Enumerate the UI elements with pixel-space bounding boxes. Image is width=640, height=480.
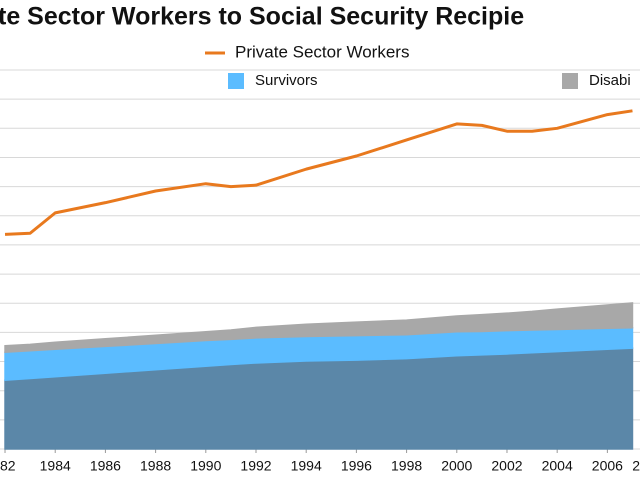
- x-tick-label: 1984: [40, 458, 71, 474]
- legend-label: Private Sector Workers: [235, 42, 409, 61]
- x-tick-label: 1994: [291, 458, 322, 474]
- line: [4, 109, 633, 236]
- x-tick-label: 1988: [140, 458, 171, 474]
- legend-swatch: [228, 73, 244, 89]
- x-tick-label: 1996: [341, 458, 372, 474]
- legend-swatch: [562, 73, 578, 89]
- area: [4, 302, 634, 354]
- x-tick-label: 1998: [391, 458, 422, 474]
- x-tick-label: 2: [632, 458, 640, 474]
- legend-label: Survivors: [255, 72, 318, 89]
- x-tick-label: 1992: [240, 458, 271, 474]
- chart-title: te Sector Workers to Social Security Rec…: [0, 3, 524, 31]
- x-tick-label: 2000: [441, 458, 472, 474]
- x-tick-label: 2002: [491, 458, 522, 474]
- x-tick-label: 1990: [190, 458, 221, 474]
- x-tick-label: 2006: [592, 458, 623, 474]
- legend-label: Disabi: [589, 72, 631, 89]
- x-tick-label: 82: [0, 458, 16, 474]
- x-tick-label: 2004: [542, 458, 573, 474]
- x-tick-label: 1986: [90, 458, 121, 474]
